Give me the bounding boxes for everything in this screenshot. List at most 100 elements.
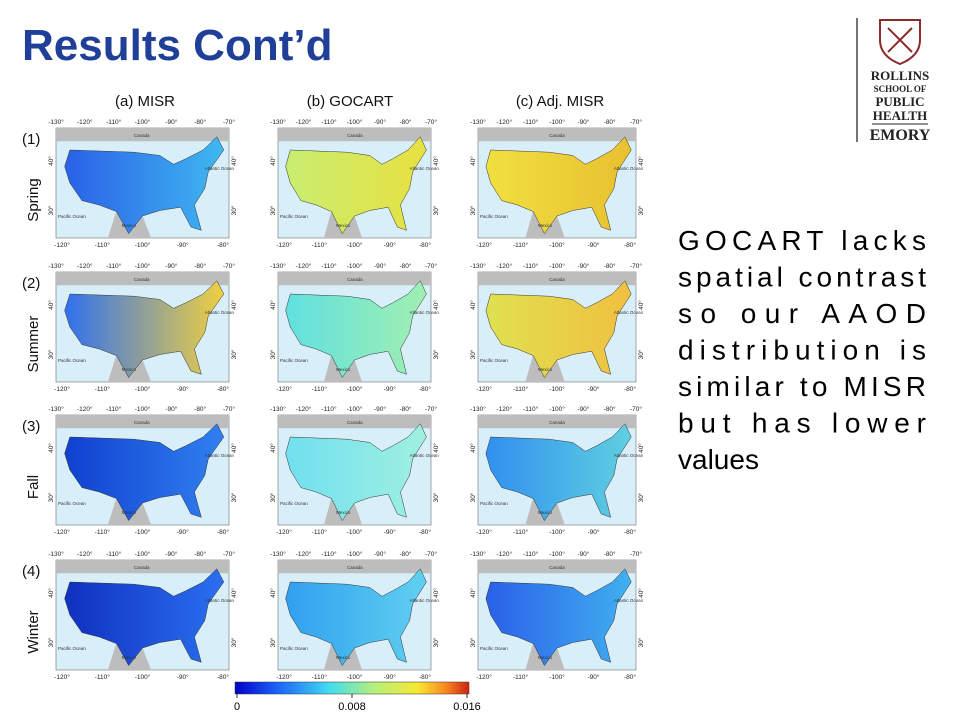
body-text: but has lower — [678, 408, 926, 439]
map-lon-label: -130° — [470, 550, 486, 558]
map-lat-label: 40° — [469, 300, 477, 310]
map-lon-label: -100° — [347, 405, 363, 413]
map-lon-label: -80° — [194, 262, 206, 270]
map-lon-label: -70° — [630, 118, 642, 126]
map-lon-label: -100° — [549, 673, 565, 681]
map-lon-label: -90° — [374, 550, 386, 558]
map-country — [64, 568, 225, 667]
map-lon-label: -100° — [135, 528, 151, 536]
map-country — [64, 280, 225, 379]
map-lon-label: -130° — [470, 262, 486, 270]
map-label: Canada — [549, 133, 565, 138]
map-lat-label: 40° — [637, 443, 645, 453]
map-lon-label: -110° — [312, 528, 328, 536]
map-country — [285, 136, 427, 235]
map-lat-label: 40° — [47, 443, 55, 453]
map-label: Canada — [549, 420, 565, 425]
map-lon-label: -80° — [624, 528, 636, 536]
map-label: Atlantic Ocean — [205, 166, 235, 171]
map-lon-label: -110° — [312, 241, 328, 249]
map-lat-label: 40° — [47, 156, 55, 166]
map-label: Atlantic Ocean — [614, 598, 644, 603]
map-lon-label: -120° — [54, 241, 70, 249]
map-lon-label: -100° — [549, 550, 565, 558]
map-label: Atlantic Ocean — [614, 453, 644, 458]
map-lon-label: -70° — [223, 550, 235, 558]
row-number: (3) — [22, 418, 40, 435]
map-lon-label: -110° — [513, 673, 529, 681]
map-lon-label: -100° — [549, 528, 565, 536]
map-lon-label: -110° — [312, 385, 328, 393]
map-lon-label: -100° — [135, 673, 151, 681]
map-lon-label: -120° — [77, 550, 93, 558]
map-label: Atlantic Ocean — [614, 310, 644, 315]
logo-line: HEALTH — [873, 108, 927, 123]
map-lon-label: -80° — [604, 550, 616, 558]
map-lon-label: -110° — [95, 241, 111, 249]
map-label: Pacific Ocean — [280, 501, 308, 506]
map-lat-label: 40° — [432, 300, 440, 310]
map-lon-label: -90° — [374, 262, 386, 270]
map-lon-label: -110° — [95, 528, 111, 536]
map-lon-label: -80° — [624, 241, 636, 249]
row-number: (2) — [22, 275, 40, 292]
map-label: Pacific Ocean — [58, 501, 86, 506]
map-label: Mexico — [336, 367, 351, 372]
map-lat-label: 30° — [432, 637, 440, 647]
map-label: Mexico — [538, 223, 553, 228]
map-label: Pacific Ocean — [280, 358, 308, 363]
map-lon-label: -130° — [270, 118, 286, 126]
map-country — [285, 280, 427, 379]
map-lon-label: -120° — [276, 528, 292, 536]
map-lat-label: 40° — [432, 443, 440, 453]
map-lon-label: -90° — [177, 528, 189, 536]
map-label: Atlantic Ocean — [205, 453, 235, 458]
map-lat-label: 30° — [469, 205, 477, 215]
map-label: Pacific Ocean — [58, 214, 86, 219]
map-lon-label: -100° — [347, 385, 363, 393]
row-season: Fall — [25, 475, 42, 499]
map-lon-label: -100° — [135, 262, 151, 270]
map-lon-label: -110° — [523, 262, 539, 270]
map-lat-label: 30° — [269, 637, 277, 647]
map-lon-label: -90° — [177, 385, 189, 393]
map-lon-label: -120° — [77, 405, 93, 413]
map-lat-label: 40° — [269, 156, 277, 166]
map-country — [485, 568, 632, 667]
map-lon-label: -80° — [217, 241, 229, 249]
row-season: Winter — [25, 610, 42, 653]
map-lon-label: -100° — [347, 241, 363, 249]
map-lat-label: 40° — [637, 300, 645, 310]
map-lon-label: -110° — [95, 673, 111, 681]
map-lon-label: -80° — [419, 385, 431, 393]
map-lon-label: -80° — [194, 405, 206, 413]
map-lon-label: -110° — [513, 528, 529, 536]
row-number: (1) — [22, 131, 40, 148]
map-label: Canada — [347, 133, 363, 138]
body-text: values — [678, 444, 759, 475]
map-lon-label: -130° — [270, 405, 286, 413]
map-label: Canada — [134, 277, 150, 282]
map-label: Atlantic Ocean — [410, 166, 440, 171]
map-lon-label: -100° — [135, 241, 151, 249]
map-lon-label: -90° — [384, 241, 396, 249]
map-lon-label: -120° — [476, 673, 492, 681]
map-label: Pacific Ocean — [58, 358, 86, 363]
map-label: Atlantic Ocean — [205, 598, 235, 603]
map-country — [485, 423, 632, 522]
map-label: Atlantic Ocean — [410, 310, 440, 315]
map-lat-label: 30° — [637, 205, 645, 215]
map-lon-label: -90° — [384, 528, 396, 536]
map-lon-label: -100° — [549, 405, 565, 413]
map-lat-label: 30° — [637, 637, 645, 647]
map-lat-label: 30° — [469, 492, 477, 502]
map-label: Mexico — [538, 655, 553, 660]
map-lat-label: 30° — [432, 349, 440, 359]
logo-line: SCHOOL OF — [874, 84, 927, 94]
map-lat-label: 40° — [469, 588, 477, 598]
map-label: Atlantic Ocean — [410, 598, 440, 603]
map-lon-label: -110° — [106, 550, 122, 558]
map-country — [64, 136, 225, 235]
map-lat-label: 30° — [637, 492, 645, 502]
map-lon-label: -80° — [624, 385, 636, 393]
